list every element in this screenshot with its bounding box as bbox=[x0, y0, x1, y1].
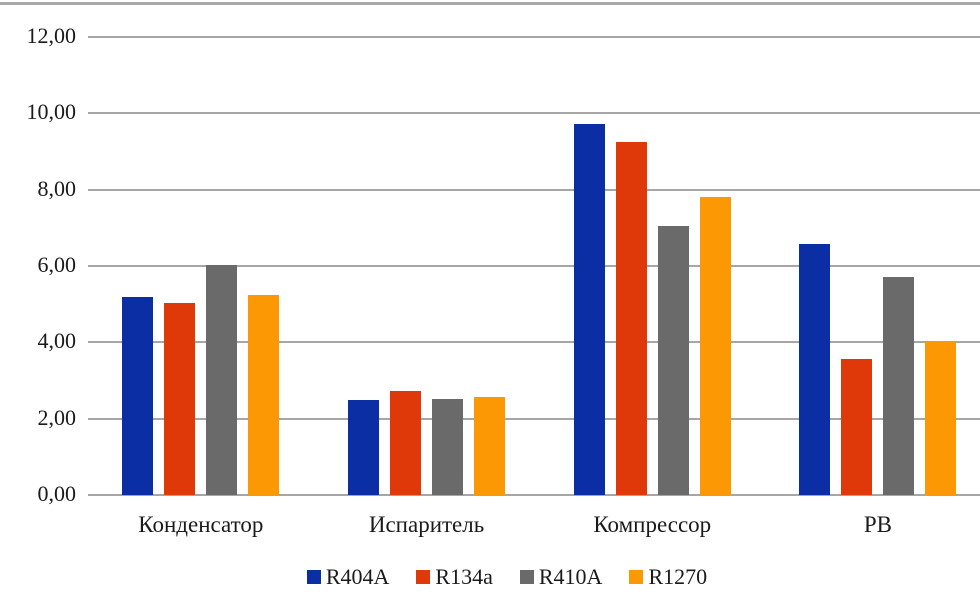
bar-R404A-РВ bbox=[799, 243, 831, 495]
bar-R404A-Конденсатор bbox=[122, 296, 154, 495]
legend-swatch-icon bbox=[629, 570, 644, 584]
legend-item-R410A: R410A bbox=[519, 564, 603, 590]
legend-swatch-icon bbox=[416, 570, 431, 584]
y-tick-label: 6,00 bbox=[37, 252, 77, 277]
gridline-y-4,00 bbox=[88, 341, 980, 344]
bar-R410A-Компрессор bbox=[657, 225, 689, 495]
legend-item-R1270: R1270 bbox=[629, 564, 707, 590]
legend-label: R1270 bbox=[648, 564, 708, 589]
gridline-y-8,00 bbox=[88, 188, 980, 191]
x-category-label-Компрессор: Компрессор bbox=[593, 512, 712, 537]
legend-item-R134a: R134a bbox=[416, 564, 493, 590]
y-tick-label: 12,00 bbox=[26, 23, 77, 48]
y-tick-label: 0,00 bbox=[37, 481, 77, 506]
gridline-y-12,00 bbox=[88, 36, 980, 38]
bar-R1270-РВ bbox=[925, 341, 957, 495]
legend-label: R404A bbox=[325, 564, 390, 589]
chart-legend: R404A R134a R410A R1270 bbox=[0, 564, 980, 590]
x-category-label-РВ: РВ bbox=[863, 512, 892, 537]
bar-R134a-Компрессор bbox=[615, 142, 647, 495]
x-category-label-Конденсатор: Конденсатор bbox=[138, 512, 264, 537]
figure-top-border bbox=[0, 2, 980, 5]
legend-swatch-icon bbox=[306, 570, 321, 584]
bar-R134a-РВ bbox=[841, 359, 873, 495]
gridline-y-10,00 bbox=[88, 112, 980, 115]
bar-R410A-РВ bbox=[883, 276, 915, 495]
legend-label: R410A bbox=[538, 564, 603, 589]
bar-R134a-Конденсатор bbox=[164, 303, 196, 495]
bar-R410A-Испаритель bbox=[432, 399, 464, 495]
legend-item-R404A: R404A bbox=[306, 564, 390, 590]
bar-R1270-Испаритель bbox=[474, 396, 506, 495]
legend-label: R134a bbox=[435, 564, 493, 589]
bar-R404A-Испаритель bbox=[348, 400, 380, 495]
y-tick-label: 10,00 bbox=[26, 99, 77, 125]
bar-R410A-Конденсатор bbox=[206, 265, 238, 495]
bar-R1270-Конденсатор bbox=[248, 295, 280, 495]
bar-R1270-Компрессор bbox=[699, 196, 731, 495]
bar-R404A-Компрессор bbox=[573, 124, 605, 495]
gridline-y-2,00 bbox=[88, 417, 980, 420]
gridline-y-0,00 bbox=[88, 494, 980, 496]
y-tick-label: 8,00 bbox=[37, 175, 77, 201]
legend-swatch-icon bbox=[519, 570, 534, 584]
bar-R134a-Испаритель bbox=[390, 391, 422, 495]
y-tick-label: 2,00 bbox=[37, 404, 77, 430]
x-category-label-Испаритель: Испаритель bbox=[368, 512, 485, 537]
y-tick-label: 4,00 bbox=[37, 328, 77, 354]
gridline-y-6,00 bbox=[88, 265, 980, 267]
